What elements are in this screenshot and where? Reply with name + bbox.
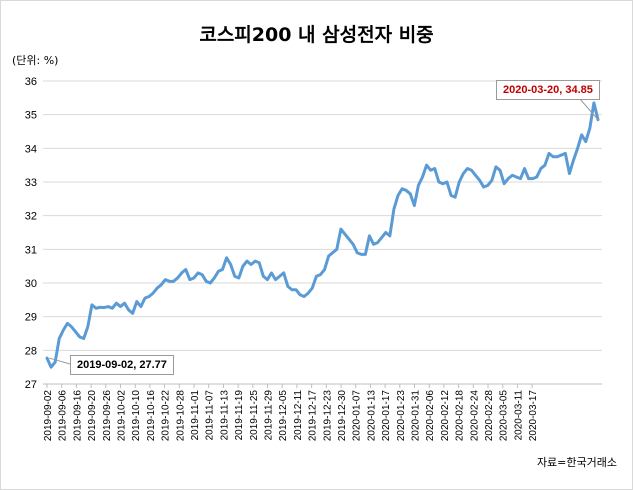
x-tick-label: 2019-12-11	[293, 390, 304, 441]
max-point-callout: 2020-03-20, 34.85	[496, 80, 600, 100]
x-tick-label: 2019-11-13	[219, 390, 230, 441]
x-tick-label: 2020-03-17	[528, 390, 539, 442]
x-tick-label: 2019-12-30	[337, 390, 348, 442]
x-tick-label: 2020-03-11	[513, 390, 524, 441]
x-tick-label: 2020-02-12	[440, 390, 451, 442]
chart-title: 코스피200 내 삼성전자 비중	[199, 24, 434, 46]
x-tick-label: 2019-10-16	[146, 390, 157, 442]
start-point-callout: 2019-09-02, 27.77	[70, 355, 174, 375]
callout-leader	[579, 98, 599, 121]
x-tick-label: 2019-09-26	[102, 390, 113, 442]
x-tick-label: 2019-10-28	[175, 390, 186, 442]
y-tick-label: 31	[25, 244, 37, 256]
x-tick-label: 2019-11-07	[205, 390, 216, 441]
x-tick-label: 2020-01-07	[352, 390, 363, 442]
x-tick-label: 2019-12-17	[308, 390, 319, 442]
y-tick-label: 35	[25, 110, 37, 122]
x-tick-label: 2019-10-10	[131, 390, 142, 442]
x-tick-label: 2019-09-20	[87, 390, 98, 442]
x-tick-label: 2020-02-28	[484, 390, 495, 442]
y-tick-label: 34	[25, 143, 37, 155]
x-tick-label: 2020-01-13	[366, 390, 377, 442]
x-tick-label: 2019-12-05	[278, 390, 289, 442]
unit-label: (단위: %)	[12, 54, 59, 67]
y-tick-label: 32	[25, 211, 37, 223]
x-tick-label: 2019-09-06	[58, 390, 69, 442]
y-tick-label: 30	[25, 278, 37, 290]
x-tick-label: 2020-01-23	[396, 390, 407, 442]
x-tick-label: 2020-01-31	[411, 390, 422, 442]
x-tick-label: 2020-03-05	[499, 390, 510, 442]
x-tick-label: 2019-12-23	[322, 390, 333, 442]
source-note: 자료=한국거래소	[536, 456, 617, 469]
x-tick-label: 2019-10-02	[117, 390, 128, 442]
x-tick-label: 2019-10-22	[161, 390, 172, 442]
x-tick-label: 2020-01-17	[381, 390, 392, 442]
x-tick-label: 2019-11-25	[249, 390, 260, 441]
x-tick-label: 2019-09-02	[43, 390, 54, 442]
y-tick-label: 27	[25, 379, 37, 391]
series-line	[45, 101, 600, 369]
x-tick-label: 2020-02-24	[469, 390, 480, 442]
y-tick-label: 28	[25, 345, 37, 357]
x-tick-label: 2019-09-16	[72, 390, 83, 442]
x-tick-label: 2020-02-06	[425, 390, 436, 442]
y-tick-label: 29	[25, 312, 37, 324]
x-tick-label: 2020-02-18	[455, 390, 466, 442]
x-tick-label: 2019-11-19	[234, 390, 245, 441]
y-tick-label: 33	[25, 177, 37, 189]
y-tick-label: 36	[25, 76, 37, 88]
callout-leader	[48, 357, 71, 365]
x-tick-label: 2019-11-29	[264, 390, 275, 441]
x-tick-label: 2019-11-01	[190, 390, 201, 441]
